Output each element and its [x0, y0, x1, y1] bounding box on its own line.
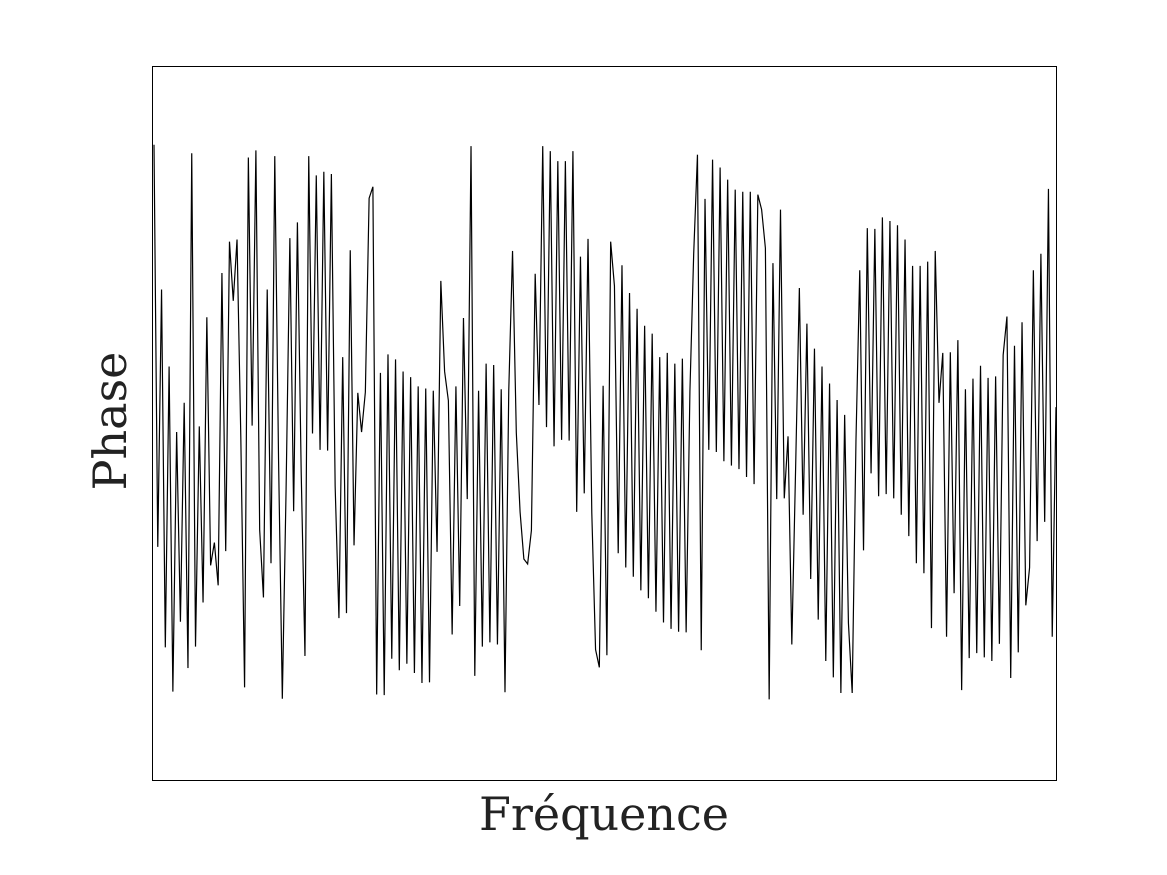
- plot-frame: [152, 66, 1057, 781]
- x-axis-title: Fréquence: [479, 787, 729, 841]
- y-axis-title: Phase: [83, 352, 137, 491]
- phase-series-line: [153, 144, 1057, 700]
